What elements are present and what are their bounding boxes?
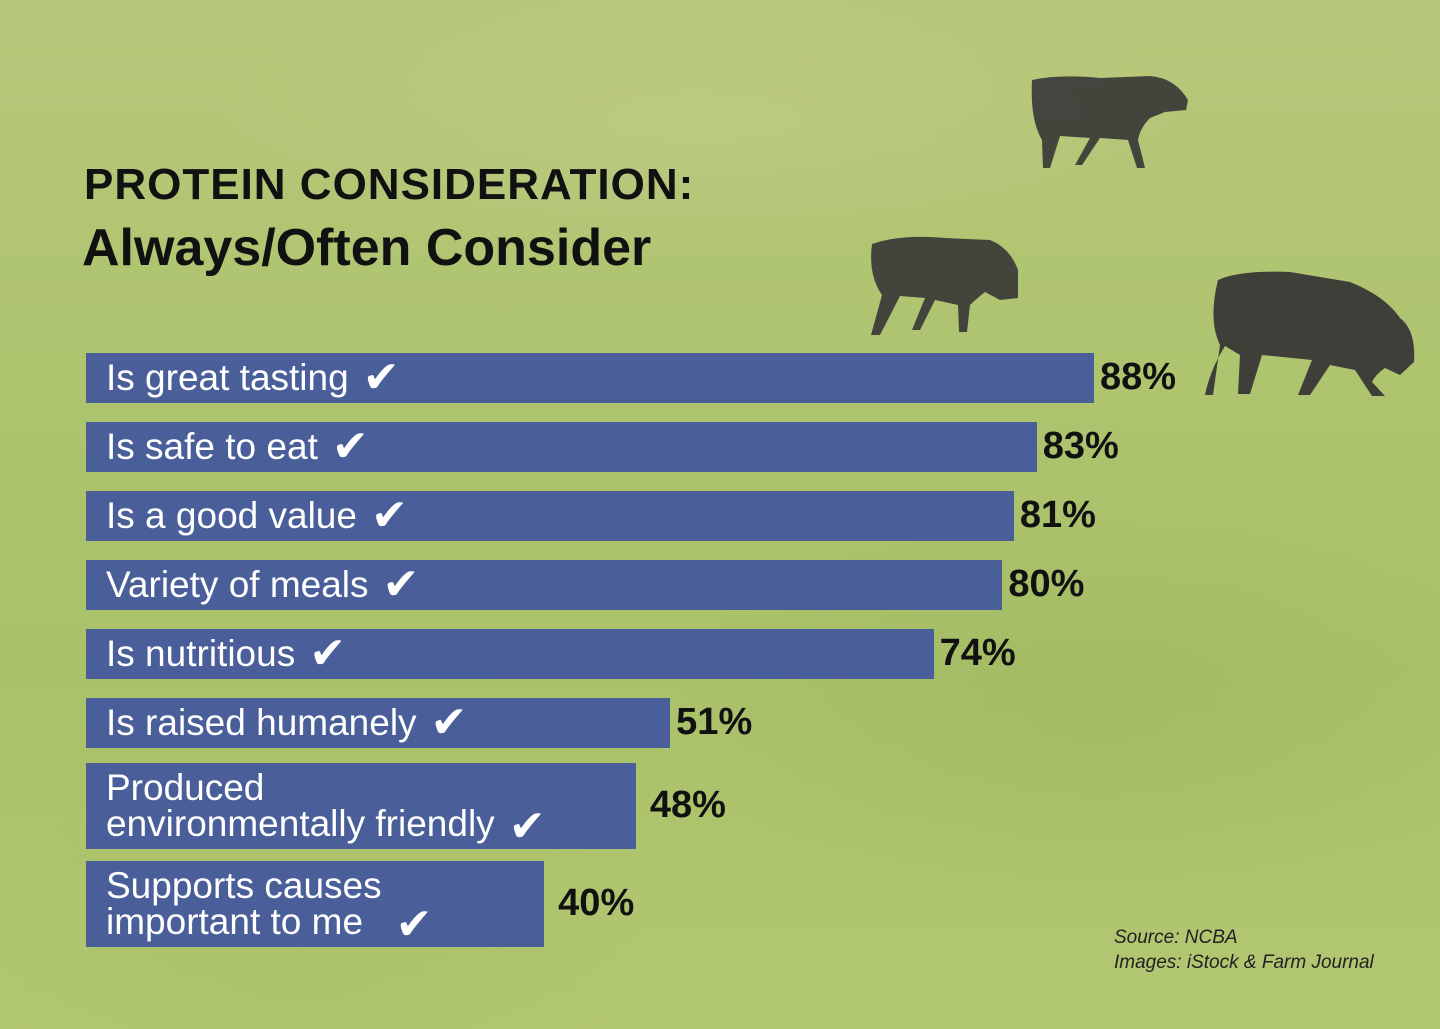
bar-value-label: 74% <box>939 632 1016 674</box>
bar-label: Supports causes important to me <box>106 865 382 942</box>
bar-8: Supports causes important to me ✔ <box>86 861 545 949</box>
bar-label: Variety of meals <box>106 564 369 605</box>
checkmark-icon: ✔ <box>309 629 347 678</box>
checkmark-icon: ✔ <box>430 698 468 747</box>
source-line: Source: NCBA <box>1114 927 1238 948</box>
bar-value-label: 48% <box>649 784 726 826</box>
cow-3 <box>1205 271 1415 396</box>
checkmark-icon: ✔ <box>382 560 420 609</box>
bar-3: Is a good value ✔ <box>86 491 1014 541</box>
bar-label: Is a good value <box>106 495 357 536</box>
bar-4: Variety of meals ✔ <box>86 560 1003 610</box>
chart-title-line-1: PROTEIN CONSIDERATION: <box>84 160 695 209</box>
bar-value-label: 40% <box>558 882 635 924</box>
bar-6: Is raised humanely ✔ <box>86 698 671 748</box>
bar-2: Is safe to eat ✔ <box>86 422 1037 472</box>
bar-value-label: 83% <box>1042 425 1119 467</box>
bar-value-label: 80% <box>1008 563 1085 605</box>
source-note: Source: NCBA Images: iStock & Farm Journ… <box>1114 925 1374 975</box>
bar-label: Is safe to eat <box>106 426 318 467</box>
bar-label: Is nutritious <box>106 633 296 674</box>
bar-value-label: 88% <box>1100 356 1177 398</box>
checkmark-icon: ✔ <box>370 491 408 540</box>
chart-title-line-2: Always/Often Consider <box>82 219 652 277</box>
bar-label: Is great tasting <box>106 357 349 398</box>
bar-1: Is great tasting ✔ <box>86 353 1094 403</box>
checkmark-icon: ✔ <box>362 353 400 402</box>
bar-7: Produced environmentally friendly ✔ <box>86 763 636 849</box>
checkmark-icon: ✔ <box>395 900 433 949</box>
bar-value-label: 81% <box>1019 494 1096 536</box>
bar-label: Produced environmentally friendly <box>106 767 495 844</box>
cow-2 <box>871 236 1018 335</box>
cow-1 <box>1031 76 1188 168</box>
images-credit-line: Images: iStock & Farm Journal <box>1114 952 1374 973</box>
checkmark-icon: ✔ <box>331 422 369 471</box>
bar-label: Is raised humanely <box>106 702 417 743</box>
checkmark-icon: ✔ <box>508 802 546 851</box>
bar-value-label: 51% <box>676 701 753 743</box>
bar-5: Is nutritious ✔ <box>86 629 934 679</box>
